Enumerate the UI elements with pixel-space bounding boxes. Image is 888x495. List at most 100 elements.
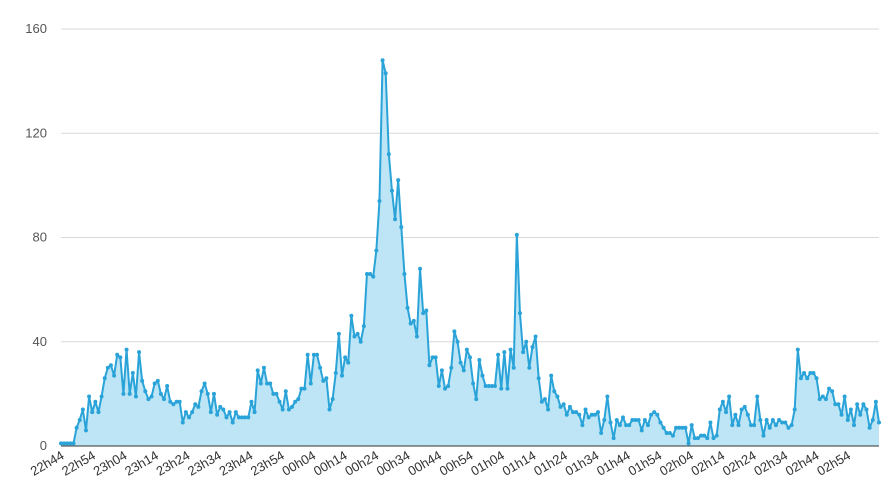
data-point (683, 425, 688, 430)
data-point (770, 417, 775, 422)
data-point (71, 441, 76, 446)
data-point (577, 412, 582, 417)
data-point (393, 217, 398, 222)
data-point (667, 430, 672, 435)
data-point (299, 386, 304, 391)
data-point (162, 397, 167, 402)
data-point (280, 407, 285, 412)
data-point (218, 404, 223, 409)
data-point (808, 371, 813, 376)
data-point (658, 420, 663, 425)
data-point (833, 402, 838, 407)
data-point (330, 397, 335, 402)
data-point (414, 334, 419, 339)
y-axis-ticks: 0 40 80 120 160 (25, 21, 47, 453)
data-point (652, 410, 657, 415)
data-point (583, 407, 588, 412)
data-point (752, 423, 757, 428)
data-point (805, 376, 810, 381)
x-tick-label: 00h14 (311, 448, 350, 479)
x-tick-label: 23h14 (122, 448, 161, 479)
data-point (714, 433, 719, 438)
data-point (639, 428, 644, 433)
data-point (814, 376, 819, 381)
data-point (670, 433, 675, 438)
x-tick-label: 00h54 (437, 448, 476, 479)
data-point (386, 152, 391, 157)
data-point (402, 271, 407, 276)
data-point (627, 423, 632, 428)
x-tick-label: 01h04 (468, 448, 507, 479)
data-point (215, 412, 220, 417)
x-tick-label: 01h24 (531, 448, 570, 479)
data-point (283, 389, 288, 394)
data-point (93, 399, 98, 404)
data-point (236, 415, 241, 420)
data-point (230, 420, 235, 425)
data-point (149, 394, 154, 399)
data-point (624, 423, 629, 428)
data-point (252, 410, 257, 415)
data-point (633, 417, 638, 422)
data-point (827, 386, 832, 391)
data-point (561, 402, 566, 407)
x-tick-label: 01h54 (625, 448, 664, 479)
data-point (96, 410, 101, 415)
data-point (567, 404, 572, 409)
data-point (105, 365, 110, 370)
data-point (115, 352, 120, 357)
y-tick-label: 160 (25, 21, 47, 36)
data-point (802, 371, 807, 376)
data-point (302, 386, 307, 391)
data-point (396, 178, 401, 183)
data-point (183, 410, 188, 415)
data-point (202, 381, 207, 386)
x-tick-label: 00h34 (374, 448, 413, 479)
series-area (61, 60, 879, 447)
data-point (558, 404, 563, 409)
data-point (505, 386, 510, 391)
data-point (380, 58, 385, 63)
data-point (255, 368, 260, 373)
data-point (870, 417, 875, 422)
x-tick-label: 02h34 (751, 448, 790, 479)
x-tick-label: 02h44 (783, 448, 822, 479)
x-tick-label: 01h14 (500, 448, 539, 479)
data-point (211, 391, 216, 396)
data-point (708, 420, 713, 425)
data-point (861, 402, 866, 407)
data-point (580, 423, 585, 428)
data-point (133, 394, 138, 399)
data-point (564, 412, 569, 417)
data-point (418, 266, 423, 271)
data-point (368, 271, 373, 276)
data-point (427, 363, 432, 368)
data-point (642, 417, 647, 422)
data-point (439, 368, 444, 373)
data-point (848, 407, 853, 412)
data-point (62, 441, 67, 446)
data-point (261, 365, 266, 370)
data-point (74, 425, 79, 430)
data-point (90, 410, 95, 415)
x-tick-label: 00h24 (342, 448, 381, 479)
data-point (324, 376, 329, 381)
data-point (792, 407, 797, 412)
data-point (83, 428, 88, 433)
data-point (517, 311, 522, 316)
data-point (290, 404, 295, 409)
data-point (468, 355, 472, 360)
data-point (177, 399, 182, 404)
x-tick-label: 02h14 (688, 448, 727, 479)
data-point (336, 331, 341, 336)
data-point (277, 399, 282, 404)
data-point (605, 394, 610, 399)
data-point (121, 391, 126, 396)
data-point (830, 389, 835, 394)
data-point (80, 407, 85, 412)
data-point (820, 394, 825, 399)
data-point (630, 417, 635, 422)
data-point (524, 339, 529, 344)
data-point (227, 410, 232, 415)
